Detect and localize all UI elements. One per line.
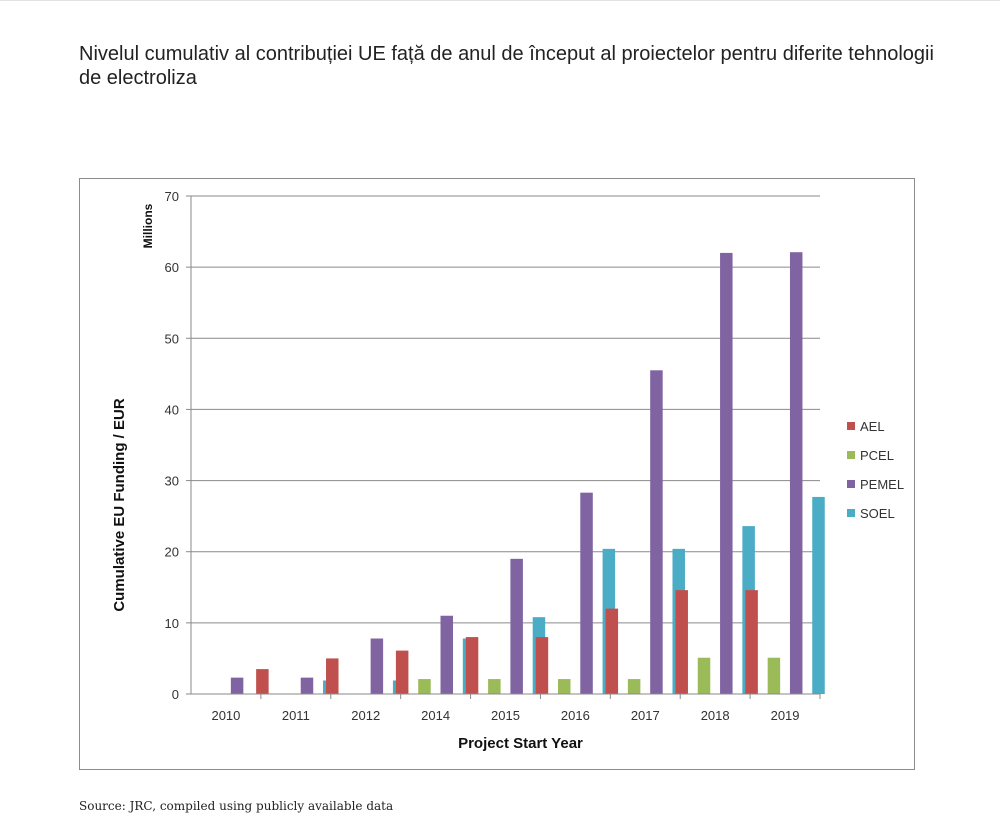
bar-pcel-2014 bbox=[418, 679, 431, 694]
y-tick-label: 70 bbox=[165, 189, 179, 204]
bar-pcel-2016 bbox=[557, 679, 571, 694]
legend-label-soel: SOEL bbox=[860, 506, 895, 521]
y-axis-title: Cumulative EU Funding / EUR bbox=[111, 398, 128, 612]
legend-swatch-pcel bbox=[847, 451, 855, 459]
bar-pcel-2018 bbox=[697, 657, 711, 694]
bar-ael-2014 bbox=[395, 650, 409, 694]
gridlines bbox=[191, 195, 820, 624]
bar-ael-2017 bbox=[605, 608, 619, 694]
bar-pemel-2012 bbox=[370, 638, 384, 694]
x-tick-label: 2010 bbox=[211, 708, 240, 723]
x-tick-label: 2019 bbox=[771, 708, 800, 723]
bars bbox=[230, 252, 825, 694]
x-axis-title: Project Start Year bbox=[458, 735, 583, 752]
bar-pemel-2019 bbox=[789, 252, 803, 694]
legend-swatch-ael bbox=[847, 422, 855, 430]
x-tick-label: 2018 bbox=[701, 708, 730, 723]
bar-ael-2016 bbox=[535, 637, 549, 694]
y-tick-label: 50 bbox=[165, 331, 179, 346]
bar-pemel-2018 bbox=[720, 252, 733, 694]
y-tick-label: 60 bbox=[165, 260, 179, 275]
bar-pemel-2016 bbox=[580, 492, 593, 694]
bar-ael-2019 bbox=[745, 590, 758, 694]
bar-ael-2011 bbox=[256, 669, 269, 694]
bar-pemel-2017 bbox=[650, 370, 663, 694]
legend-swatch-soel bbox=[847, 509, 855, 517]
chart-frame: 0 10 20 30 40 50 60 70 2010 2011 2012 2014 2015 2016 2… bbox=[79, 178, 915, 770]
bar-pemel-2011 bbox=[300, 677, 314, 694]
bar-pemel-2014 bbox=[440, 615, 454, 694]
y-unit-label: Millions bbox=[141, 203, 155, 248]
legend: AEL PCEL PEMEL SOEL bbox=[847, 419, 904, 521]
bar-ael-2015 bbox=[465, 637, 479, 694]
axis-labels: 0 10 20 30 40 50 60 70 2010 2011 2012 2014 2015 2016 2… bbox=[111, 189, 800, 752]
y-tick-label: 10 bbox=[165, 616, 179, 631]
y-tick-label: 40 bbox=[165, 402, 179, 417]
source-note: Source: JRC, compiled using publicly ava… bbox=[79, 799, 394, 813]
bar-pemel-2010 bbox=[230, 677, 244, 694]
legend-label-ael: AEL bbox=[860, 419, 885, 434]
legend-swatch-pemel bbox=[847, 480, 855, 488]
axes bbox=[186, 195, 821, 699]
x-tick-label: 2014 bbox=[421, 708, 450, 723]
x-tick-label: 2016 bbox=[561, 708, 590, 723]
page-title: Nivelul cumulativ al contribuției UE faț… bbox=[79, 43, 934, 89]
legend-label-pcel: PCEL bbox=[860, 448, 894, 463]
bar-pcel-2017 bbox=[627, 679, 641, 694]
bar-soel-2019 bbox=[812, 496, 825, 694]
y-tick-label: 20 bbox=[165, 545, 179, 560]
bar-pcel-2015 bbox=[488, 679, 501, 694]
x-tick-label: 2011 bbox=[282, 708, 310, 723]
x-tick-label: 2012 bbox=[351, 708, 380, 723]
bar-chart: 0 10 20 30 40 50 60 70 2010 2011 2012 2014 2015 2016 2… bbox=[111, 189, 904, 752]
x-tick-label: 2015 bbox=[491, 708, 520, 723]
legend-label-pemel: PEMEL bbox=[860, 477, 904, 492]
bar-ael-2012 bbox=[326, 658, 339, 694]
bar-ael-2018 bbox=[675, 590, 688, 694]
bar-pemel-2015 bbox=[510, 558, 523, 694]
bar-pcel-2019 bbox=[767, 657, 781, 694]
top-divider bbox=[0, 0, 1000, 1]
x-tick-label: 2017 bbox=[631, 708, 660, 723]
y-tick-label: 30 bbox=[165, 474, 179, 489]
y-tick-label: 0 bbox=[172, 687, 179, 702]
